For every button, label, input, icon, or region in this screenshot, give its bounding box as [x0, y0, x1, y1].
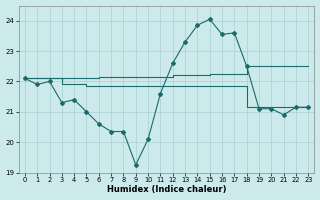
X-axis label: Humidex (Indice chaleur): Humidex (Indice chaleur) [107, 185, 226, 194]
